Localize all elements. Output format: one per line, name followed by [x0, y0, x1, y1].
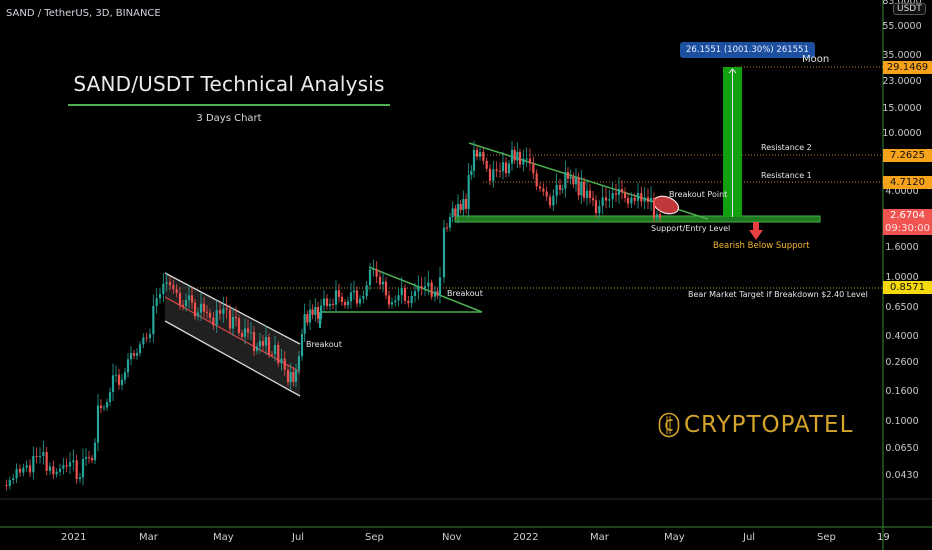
resistance2-label: Resistance 2 [761, 143, 812, 152]
x-tick: Sep [365, 532, 384, 543]
x-tick: Jul [743, 532, 756, 543]
y-tick: 15.0000 [882, 103, 922, 114]
breakout-point-label: Breakout Point [669, 190, 728, 199]
y-tick: 0.0650 [885, 443, 919, 454]
chart-title: SAND/USDT Technical Analysis [73, 72, 385, 96]
title-divider [68, 104, 390, 106]
logo-text: CRYPTOPATEL [684, 412, 854, 438]
x-tick: Sep [817, 532, 836, 543]
candlesticks [5, 140, 662, 491]
x-tick: Mar [139, 532, 158, 543]
y-tick: 0.1000 [885, 416, 919, 427]
y-tick: 0.4000 [885, 331, 919, 342]
x-tick: Nov [442, 532, 462, 543]
y-tick: 23.0000 [882, 76, 922, 87]
title-block: SAND/USDT Technical Analysis 3 Days Char… [68, 70, 390, 124]
support-label: Support/Entry Level [651, 224, 731, 233]
x-tick: 19 [877, 532, 890, 543]
measure-tooltip: 26.1551 (1001.30%) 261551 [680, 42, 815, 58]
breakout-label-2: Breakout [447, 289, 483, 298]
moon-price-tag: 29.1469 [883, 61, 932, 74]
bearish-label: Bearish Below Support [713, 241, 810, 251]
x-tick: May [664, 532, 685, 543]
symbol-label: SAND / TetherUS, 3D, BINANCE [6, 8, 161, 19]
y-tick: 55.0000 [882, 21, 922, 32]
x-tick: 2022 [513, 532, 539, 543]
resistance1-price-tag: 4.7120 [883, 176, 932, 189]
x-tick: 2021 [61, 532, 87, 543]
cryptopatel-logo: CRYPTOPATEL [658, 412, 853, 438]
chart-subtitle: 3 Days Chart [196, 113, 262, 124]
bear-target-label: Bear Market Target if Breakdown $2.40 Le… [688, 290, 868, 299]
currency-badge[interactable]: USDT [893, 3, 926, 15]
y-tick: 0.1600 [885, 386, 919, 397]
resistance1-label: Resistance 1 [761, 171, 812, 180]
y-tick: 35.0000 [882, 50, 922, 61]
y-tick: 0.2600 [885, 357, 919, 368]
y-tick: 0.0430 [885, 470, 919, 481]
bearish-arrow-icon [749, 230, 763, 240]
breakout-label-1: Breakout [306, 340, 342, 349]
y-tick: 1.0000 [885, 272, 919, 283]
y-tick: 0.6500 [885, 302, 919, 313]
moon-label: Moon [802, 54, 830, 65]
y-tick: 4.0000 [885, 186, 919, 197]
support-band [454, 215, 821, 223]
y-tick: 1.6000 [885, 242, 919, 253]
x-tick: Mar [590, 532, 609, 543]
x-tick: May [213, 532, 234, 543]
bar-countdown: 09:30:00 [885, 223, 930, 234]
x-tick: Jul [292, 532, 305, 543]
bear-target-price-tag: 0.8571 [883, 281, 932, 294]
current-price-tag: 2.6704 09:30:00 [883, 209, 932, 235]
y-tick: 10.0000 [882, 128, 922, 139]
coin-logo-icon [658, 412, 680, 438]
resistance2-price-tag: 7.2625 [883, 149, 932, 162]
current-price: 2.6704 [890, 210, 925, 221]
